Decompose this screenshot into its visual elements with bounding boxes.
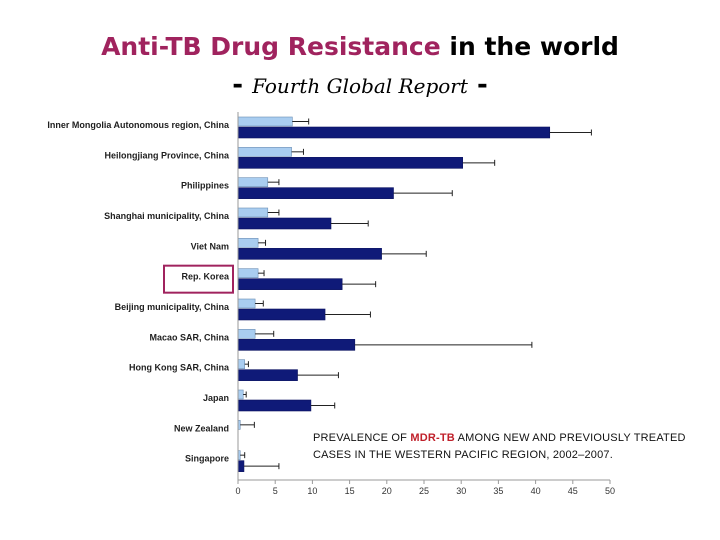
title-highlight: Anti-TB Drug Resistance: [101, 32, 441, 61]
bar-new-cases: [237, 207, 269, 218]
category-label: Singapore: [185, 454, 229, 464]
chart-annotation: PREVALENCE OF MDR-TB AMONG NEW AND PREVI…: [313, 430, 713, 464]
bar-previously-treated: [237, 126, 551, 139]
bar-previously-treated: [237, 369, 298, 381]
bar-new-cases: [237, 116, 293, 127]
x-tick-label: 45: [568, 486, 578, 496]
bar-previously-treated: [237, 278, 343, 290]
bar-new-cases: [237, 329, 256, 339]
bar-previously-treated: [237, 308, 326, 321]
highlight-box: [163, 264, 234, 294]
x-tick-label: 30: [456, 486, 466, 496]
bar-previously-treated: [237, 248, 382, 260]
bar-new-cases: [237, 389, 244, 400]
x-tick-label: 20: [382, 486, 392, 496]
x-tick-label: 0: [235, 486, 240, 496]
bar-previously-treated: [237, 460, 245, 472]
page-subtitle: - Fourth Global Report -: [0, 70, 720, 100]
bar-new-cases: [237, 177, 269, 187]
bar-previously-treated: [237, 339, 356, 351]
bar-previously-treated: [237, 399, 312, 412]
category-label: New Zealand: [174, 423, 229, 433]
category-label: Macao SAR, China: [149, 332, 230, 342]
bar-previously-treated: [237, 187, 394, 199]
subtitle-dash-left: -: [232, 70, 253, 100]
annotation-prefix: PREVALENCE OF: [313, 432, 411, 444]
x-tick-label: 40: [531, 486, 541, 496]
title-rest: in the world: [440, 32, 619, 61]
x-tick-label: 10: [307, 486, 317, 496]
category-label: Inner Mongolia Autonomous region, China: [47, 120, 230, 130]
category-label: Japan: [203, 393, 229, 403]
category-label: Philippines: [181, 181, 229, 191]
x-tick-label: 35: [493, 486, 503, 496]
bar-previously-treated: [237, 157, 463, 169]
subtitle-dash-right: -: [467, 70, 488, 100]
page-title: Anti-TB Drug Resistance in the world: [0, 32, 720, 61]
bar-new-cases: [237, 298, 256, 309]
x-tick-label: 50: [605, 486, 615, 496]
subtitle-text: Fourth Global Report: [252, 74, 468, 98]
bar-new-cases: [237, 147, 292, 157]
category-label: Shanghai municipality, China: [104, 211, 230, 221]
bar-new-cases: [237, 268, 259, 278]
category-label: Hong Kong SAR, China: [129, 363, 230, 373]
x-tick-label: 5: [273, 486, 278, 496]
bar-new-cases: [237, 238, 259, 248]
x-axis-layer: 0 5 10 15 20 25 30 35 40 45 50: [235, 112, 615, 496]
bar-previously-treated: [237, 217, 332, 230]
category-label: Rep. Korea: [181, 272, 230, 282]
category-label-layer: Inner Mongolia Autonomous region, China H…: [47, 120, 234, 464]
category-label: Heilongjiang Province, China: [104, 150, 230, 160]
bar-new-cases: [237, 359, 245, 369]
x-tick-label: 25: [419, 486, 429, 496]
category-label: Viet Nam: [191, 241, 229, 251]
x-tick-label: 15: [345, 486, 355, 496]
annotation-mdr-tb: MDR-TB: [410, 432, 455, 444]
category-label: Beijing municipality, China: [115, 302, 230, 312]
annotation-suffix: AMONG NEW AND PREVIOUSLY TREATED CASES I…: [313, 432, 686, 461]
bar-layer: [237, 116, 592, 472]
